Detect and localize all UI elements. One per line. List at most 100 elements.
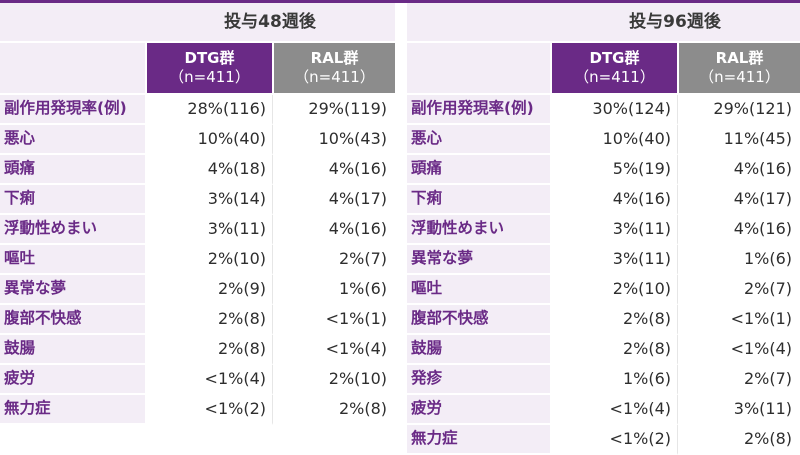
row-label: 悪心 (0, 125, 145, 155)
ral-value: 4%(16) (677, 215, 800, 245)
row-label: 下痢 (0, 185, 145, 215)
table-row: 発疹 1%(6) 2%(7) (407, 365, 800, 395)
dtg-value: 3%(11) (550, 215, 677, 245)
table-row: 下痢 4%(16) 4%(17) (407, 185, 800, 215)
ral-value: 29%(119) (272, 95, 396, 125)
ral-value: 4%(16) (677, 155, 800, 185)
table-row: 嘔吐 2%(10) 2%(7) (0, 245, 396, 275)
row-label: 鼓腸 (407, 335, 550, 365)
dtg-value: 2%(9) (145, 275, 272, 305)
period-title: 投与48週後 (145, 3, 396, 43)
table-row: 副作用発現率(例) 28%(116) 29%(119) (0, 95, 396, 125)
group-n: （n=411） (294, 68, 375, 86)
ral-value: 4%(16) (272, 215, 396, 245)
row-label: 頭痛 (407, 155, 550, 185)
dtg-value: 2%(8) (145, 305, 272, 335)
table-row: 鼓腸 2%(8) <1%(4) (407, 335, 800, 365)
top-divider (0, 0, 800, 3)
dtg-value: 10%(40) (550, 125, 677, 155)
group-n: （n=411） (169, 68, 250, 86)
ral-value: 4%(16) (272, 155, 396, 185)
table-row: 疲労 <1%(4) 2%(10) (0, 365, 396, 395)
ral-value: 4%(17) (677, 185, 800, 215)
ral-value: 2%(7) (677, 275, 800, 305)
table-row: 頭痛 4%(18) 4%(16) (0, 155, 396, 185)
group-dtg-header: DTG群 （n=411） (145, 43, 272, 95)
ral-value: 1%(6) (677, 245, 800, 275)
ral-value: 4%(17) (272, 185, 396, 215)
table-row: 悪心 10%(40) 11%(45) (407, 125, 800, 155)
row-label: 浮動性めまい (0, 215, 145, 245)
row-label: 副作用発現率(例) (407, 95, 550, 125)
dtg-value: 3%(11) (550, 245, 677, 275)
row-label: 無力症 (407, 425, 550, 455)
table-row: 無力症 <1%(2) 2%(8) (0, 395, 396, 425)
row-label: 嘔吐 (407, 275, 550, 305)
table-row: 無力症 <1%(2) 2%(8) (407, 425, 800, 455)
ral-value: 2%(10) (272, 365, 396, 395)
ral-value: <1%(4) (677, 335, 800, 365)
dtg-value: 2%(8) (145, 335, 272, 365)
table-row: 腹部不快感 2%(8) <1%(1) (0, 305, 396, 335)
row-label: 頭痛 (0, 155, 145, 185)
row-label: 浮動性めまい (407, 215, 550, 245)
dtg-value: 2%(8) (550, 305, 677, 335)
group-n: （n=411） (574, 68, 655, 86)
group-header-row: DTG群 （n=411） RAL群 （n=411） (407, 43, 800, 95)
row-label: 鼓腸 (0, 335, 145, 365)
group-ral-header: RAL群 （n=411） (677, 43, 800, 95)
dtg-value: 5%(19) (550, 155, 677, 185)
row-label: 疲労 (0, 365, 145, 395)
header-corner (0, 3, 145, 43)
dtg-value: <1%(2) (550, 425, 677, 455)
dtg-value: 30%(124) (550, 95, 677, 125)
ral-value: <1%(1) (677, 305, 800, 335)
dtg-value: 2%(8) (550, 335, 677, 365)
row-label: 嘔吐 (0, 245, 145, 275)
table-row: 悪心 10%(40) 10%(43) (0, 125, 396, 155)
group-corner (407, 43, 550, 95)
dtg-value: 3%(14) (145, 185, 272, 215)
dtg-value: <1%(2) (145, 395, 272, 425)
group-corner (0, 43, 145, 95)
period-title: 投与96週後 (550, 3, 800, 43)
row-label: 異常な夢 (407, 245, 550, 275)
group-name: DTG群 (184, 49, 235, 68)
dtg-value: 3%(11) (145, 215, 272, 245)
dtg-value: 2%(10) (145, 245, 272, 275)
table-row: 浮動性めまい 3%(11) 4%(16) (0, 215, 396, 245)
table-week-96: 投与96週後 DTG群 （n=411） RAL群 （n=411） 副作用発現率(… (407, 3, 800, 455)
group-n: （n=411） (699, 68, 780, 86)
ral-value: 2%(7) (272, 245, 396, 275)
table-row: 嘔吐 2%(10) 2%(7) (407, 275, 800, 305)
dtg-value: 1%(6) (550, 365, 677, 395)
table-week-48: 投与48週後 DTG群 （n=411） RAL群 （n=411） 副作用発現率(… (0, 3, 396, 425)
row-label: 異常な夢 (0, 275, 145, 305)
group-name: RAL群 (715, 49, 764, 68)
row-label: 副作用発現率(例) (0, 95, 145, 125)
ral-value: <1%(1) (272, 305, 396, 335)
dtg-value: 10%(40) (145, 125, 272, 155)
ral-value: 2%(7) (677, 365, 800, 395)
dtg-value: 4%(18) (145, 155, 272, 185)
table-row: 鼓腸 2%(8) <1%(4) (0, 335, 396, 365)
dtg-value: <1%(4) (145, 365, 272, 395)
ral-value: 2%(8) (677, 425, 800, 455)
ral-value: 11%(45) (677, 125, 800, 155)
table-row: 浮動性めまい 3%(11) 4%(16) (407, 215, 800, 245)
group-name: DTG群 (589, 49, 640, 68)
table-row: 異常な夢 3%(11) 1%(6) (407, 245, 800, 275)
ral-value: 1%(6) (272, 275, 396, 305)
ral-value: 2%(8) (272, 395, 396, 425)
group-header-row: DTG群 （n=411） RAL群 （n=411） (0, 43, 396, 95)
row-label: 疲労 (407, 395, 550, 425)
period-header-row: 投与96週後 (407, 3, 800, 43)
table-row: 疲労 <1%(4) 3%(11) (407, 395, 800, 425)
ral-value: 29%(121) (677, 95, 800, 125)
dtg-value: 2%(10) (550, 275, 677, 305)
table-row: 副作用発現率(例) 30%(124) 29%(121) (407, 95, 800, 125)
row-label: 下痢 (407, 185, 550, 215)
table-row: 下痢 3%(14) 4%(17) (0, 185, 396, 215)
row-label: 腹部不快感 (407, 305, 550, 335)
ral-value: 10%(43) (272, 125, 396, 155)
